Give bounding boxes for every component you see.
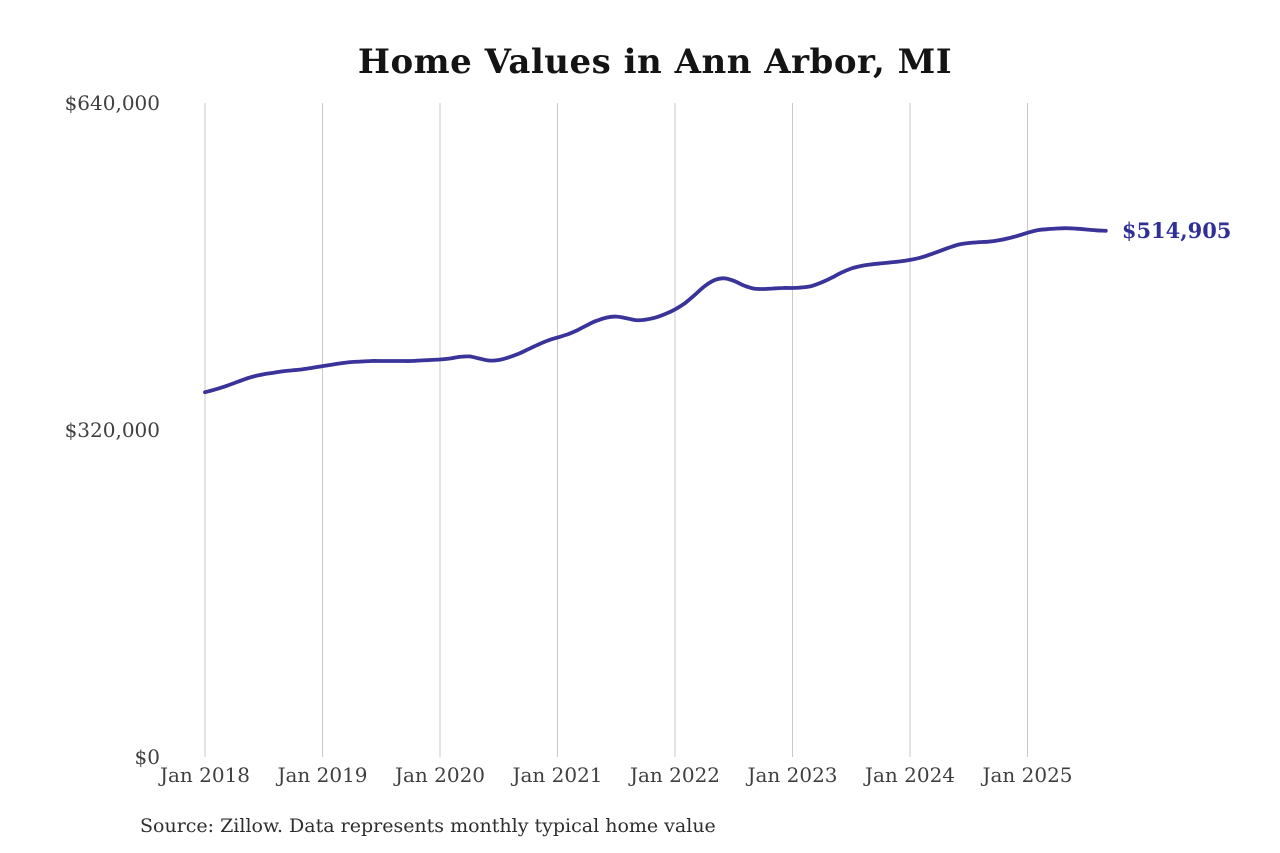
end-value-label: $514,905 [1121, 217, 1232, 243]
x-tick-label: Jan 2019 [277, 763, 368, 787]
x-tick-label: Jan 2020 [394, 763, 486, 787]
chart-title: Home Values in Ann Arbor, MI [357, 42, 953, 82]
x-tick-label: Jan 2022 [629, 763, 721, 787]
x-tick-label: Jan 2023 [747, 763, 838, 787]
y-tick-label: $320,000 [64, 418, 160, 442]
x-tick-label: Jan 2025 [982, 763, 1073, 787]
source-note: Source: Zillow. Data represents monthly … [140, 815, 716, 837]
x-tick-label: Jan 2024 [864, 763, 956, 787]
x-tick-label: Jan 2021 [512, 763, 603, 787]
x-tick-label: Jan 2018 [159, 763, 251, 787]
y-tick-label: $0 [134, 745, 160, 769]
gridlines-group [204, 103, 1028, 757]
y-tick-label: $640,000 [64, 91, 160, 115]
home-value-line [203, 226, 1108, 395]
